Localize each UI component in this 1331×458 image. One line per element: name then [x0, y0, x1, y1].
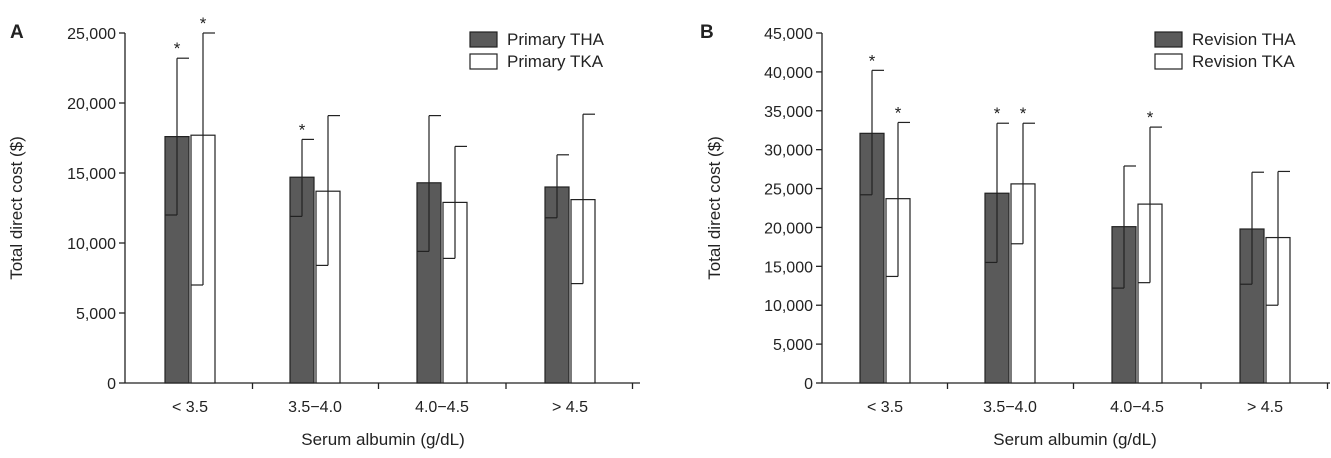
x-category-label: > 4.5: [552, 399, 588, 416]
significance-marker: *: [200, 14, 207, 33]
y-tick-label: 15,000: [764, 259, 813, 276]
y-tick-label: 45,000: [764, 26, 813, 43]
legend-swatch: [1154, 31, 1183, 48]
y-tick-label: 10,000: [764, 298, 813, 315]
legend-swatch: [469, 53, 498, 70]
significance-marker: *: [174, 39, 181, 58]
significance-marker: *: [895, 103, 902, 122]
y-tick-label: 15,000: [67, 166, 116, 183]
x-category-label: 3.5−4.0: [983, 399, 1037, 416]
y-tick-label: 40,000: [764, 65, 813, 82]
x-category-label: < 3.5: [867, 399, 903, 416]
significance-marker: *: [869, 51, 876, 70]
y-tick-label: 10,000: [67, 236, 116, 253]
x-axis-title: Serum albumin (g/dL): [993, 430, 1156, 449]
y-tick-label: 20,000: [764, 220, 813, 237]
y-tick-label: 0: [107, 376, 116, 393]
legend-label: Primary TKA: [507, 52, 604, 71]
x-category-label: 4.0−4.5: [415, 399, 469, 416]
y-tick-label: 0: [804, 376, 813, 393]
significance-marker: *: [1020, 104, 1027, 123]
legend-label: Primary THA: [507, 30, 605, 49]
x-category-label: > 4.5: [1247, 399, 1283, 416]
y-tick-label: 25,000: [764, 182, 813, 199]
significance-marker: *: [994, 104, 1001, 123]
y-axis-title: Total direct cost ($): [7, 136, 26, 280]
significance-marker: *: [1147, 108, 1154, 127]
chart-panel-b: B 0 5,000 10,000 15,000 20,000 25,000 30,000 35,…: [700, 22, 1330, 449]
panel-label: B: [700, 22, 714, 43]
y-tick-label: 20,000: [67, 96, 116, 113]
legend-label: Revision TKA: [1192, 52, 1295, 71]
panel-label: A: [10, 22, 24, 43]
legend-label: Revision THA: [1192, 30, 1296, 49]
y-axis-title: Total direct cost ($): [705, 136, 724, 280]
x-category-label: 3.5−4.0: [288, 399, 342, 416]
y-tick-label: 30,000: [764, 143, 813, 160]
y-tick-label: 5,000: [773, 337, 813, 354]
y-tick-label: 25,000: [67, 26, 116, 43]
chart-panel-a: A 0 5,000 10,000 15,000 20,000 25,000 < 3.5 3.5−…: [7, 14, 640, 449]
x-axis-title: Serum albumin (g/dL): [301, 430, 464, 449]
significance-marker: *: [299, 120, 306, 139]
x-category-label: < 3.5: [172, 399, 208, 416]
y-tick-label: 5,000: [76, 306, 116, 323]
legend-swatch: [469, 31, 498, 48]
x-category-label: 4.0−4.5: [1110, 399, 1164, 416]
y-tick-label: 35,000: [764, 104, 813, 121]
legend-swatch: [1154, 53, 1183, 70]
